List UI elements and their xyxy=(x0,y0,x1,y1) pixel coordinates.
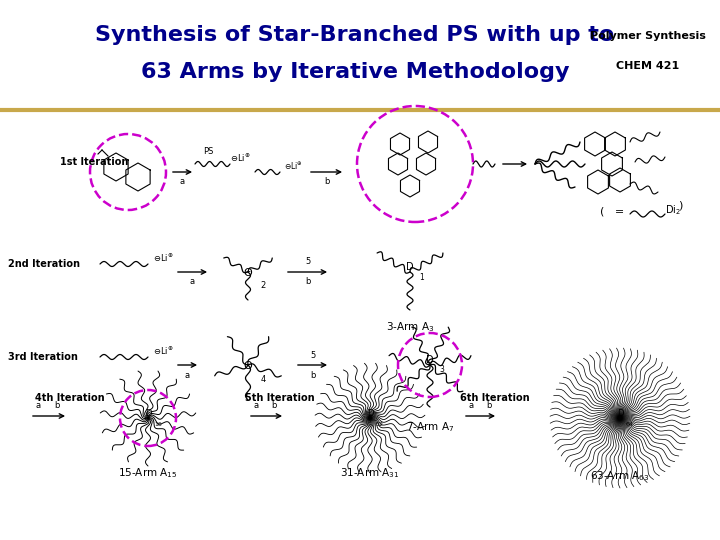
Text: $\Theta$: $\Theta$ xyxy=(243,359,253,371)
Text: $\mathrm{Di}_2$: $\mathrm{Di}_2$ xyxy=(665,203,681,217)
Text: Synthesis of Star-Branched PS with up to: Synthesis of Star-Branched PS with up to xyxy=(95,25,615,45)
Text: 5th Iteration: 5th Iteration xyxy=(245,393,315,403)
Text: 63 Arms by Iterative Methodology: 63 Arms by Iterative Methodology xyxy=(140,62,570,82)
Text: 7-Arm A$_7$: 7-Arm A$_7$ xyxy=(406,420,454,434)
Text: 15-Arm A$_{15}$: 15-Arm A$_{15}$ xyxy=(118,466,178,480)
Text: 6th Iteration: 6th Iteration xyxy=(460,393,530,403)
Text: 5: 5 xyxy=(310,350,315,360)
Text: b: b xyxy=(486,402,492,410)
Text: 32: 32 xyxy=(376,422,384,427)
Text: 5: 5 xyxy=(305,258,310,267)
Text: a: a xyxy=(35,402,40,410)
Text: 1st Iteration: 1st Iteration xyxy=(60,157,128,167)
Text: a: a xyxy=(184,370,189,380)
Text: 31-Arm A$_{31}$: 31-Arm A$_{31}$ xyxy=(341,466,400,480)
Text: b: b xyxy=(54,402,60,410)
Text: 16: 16 xyxy=(154,422,162,427)
Text: $\Theta$: $\Theta$ xyxy=(243,266,253,278)
Text: b: b xyxy=(324,178,330,186)
Text: 63-Arm A$_{63}$: 63-Arm A$_{63}$ xyxy=(590,469,649,483)
Text: $\ominus$Li$^{\oplus}$: $\ominus$Li$^{\oplus}$ xyxy=(153,345,174,357)
Text: b: b xyxy=(305,278,311,287)
Text: a: a xyxy=(253,402,258,410)
Text: 64: 64 xyxy=(626,422,634,427)
Text: a: a xyxy=(189,278,194,287)
Text: a: a xyxy=(469,402,474,410)
Text: 2: 2 xyxy=(261,281,266,291)
Text: D: D xyxy=(426,355,434,365)
Text: b: b xyxy=(310,370,315,380)
Text: a: a xyxy=(179,178,184,186)
Text: 2nd Iteration: 2nd Iteration xyxy=(8,259,80,269)
Text: ): ) xyxy=(678,201,682,211)
Text: 3rd Iteration: 3rd Iteration xyxy=(8,352,78,362)
Text: Polymer Synthesis: Polymer Synthesis xyxy=(590,31,706,41)
Text: 1: 1 xyxy=(420,273,424,281)
Bar xyxy=(0,110,720,540)
Text: D: D xyxy=(406,262,414,272)
Text: D: D xyxy=(617,408,624,417)
Text: PS: PS xyxy=(203,147,213,157)
Text: D: D xyxy=(366,408,373,417)
Text: $\ominus$Li$^{\oplus}$: $\ominus$Li$^{\oplus}$ xyxy=(153,252,174,264)
Text: b: b xyxy=(271,402,276,410)
Text: $\ominus$Li$^{\oplus}$: $\ominus$Li$^{\oplus}$ xyxy=(284,160,302,172)
Text: 3-Arm A$_3$: 3-Arm A$_3$ xyxy=(386,320,434,334)
Text: (   =: ( = xyxy=(600,207,624,217)
Text: 3: 3 xyxy=(440,366,444,375)
Text: 4: 4 xyxy=(261,375,266,383)
Text: $\ominus$Li$^{\oplus}$: $\ominus$Li$^{\oplus}$ xyxy=(230,152,251,164)
Bar xyxy=(0,0,720,110)
Text: 4th Iteration: 4th Iteration xyxy=(35,393,104,403)
Text: CHEM 421: CHEM 421 xyxy=(616,61,680,71)
Text: D: D xyxy=(145,408,151,417)
